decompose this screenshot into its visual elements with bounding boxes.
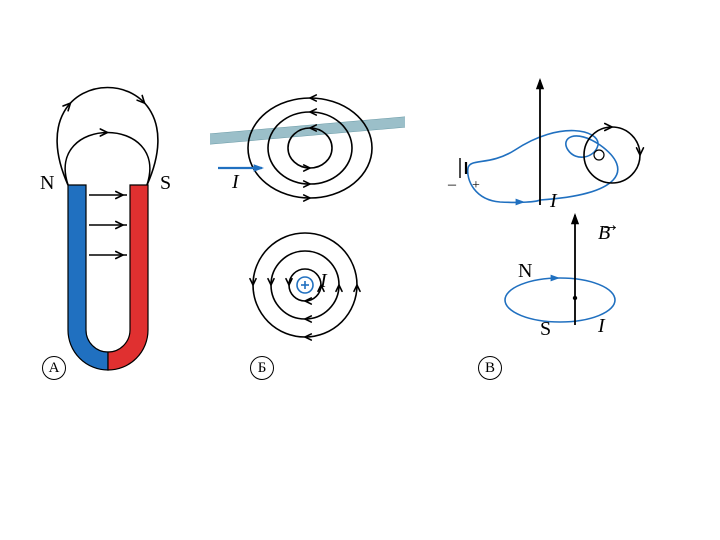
- straight-wire: [210, 117, 405, 144]
- label-I-B-top: I: [232, 171, 239, 194]
- label-S-C: S: [540, 318, 551, 341]
- label-N-C: N: [518, 260, 532, 283]
- panel-letter-A: А: [42, 356, 66, 380]
- label-S-A: S: [160, 172, 171, 195]
- label-B-C: →B: [598, 222, 610, 245]
- field-loop: [65, 133, 150, 186]
- label-N-A: N: [40, 172, 54, 195]
- magnet-south-pole: [108, 185, 148, 370]
- label-I-B-bot: I: [320, 270, 327, 293]
- label-I-C-bot: I: [598, 315, 605, 338]
- panel-letter-B: Б: [250, 356, 274, 380]
- label-minus-C: –: [448, 176, 456, 194]
- magnet-north-pole: [68, 185, 108, 370]
- panel-letter-C: В: [478, 356, 502, 380]
- label-plus-C: +: [472, 178, 480, 194]
- current-loop: [468, 131, 618, 203]
- label-I-C-top: I: [550, 190, 557, 213]
